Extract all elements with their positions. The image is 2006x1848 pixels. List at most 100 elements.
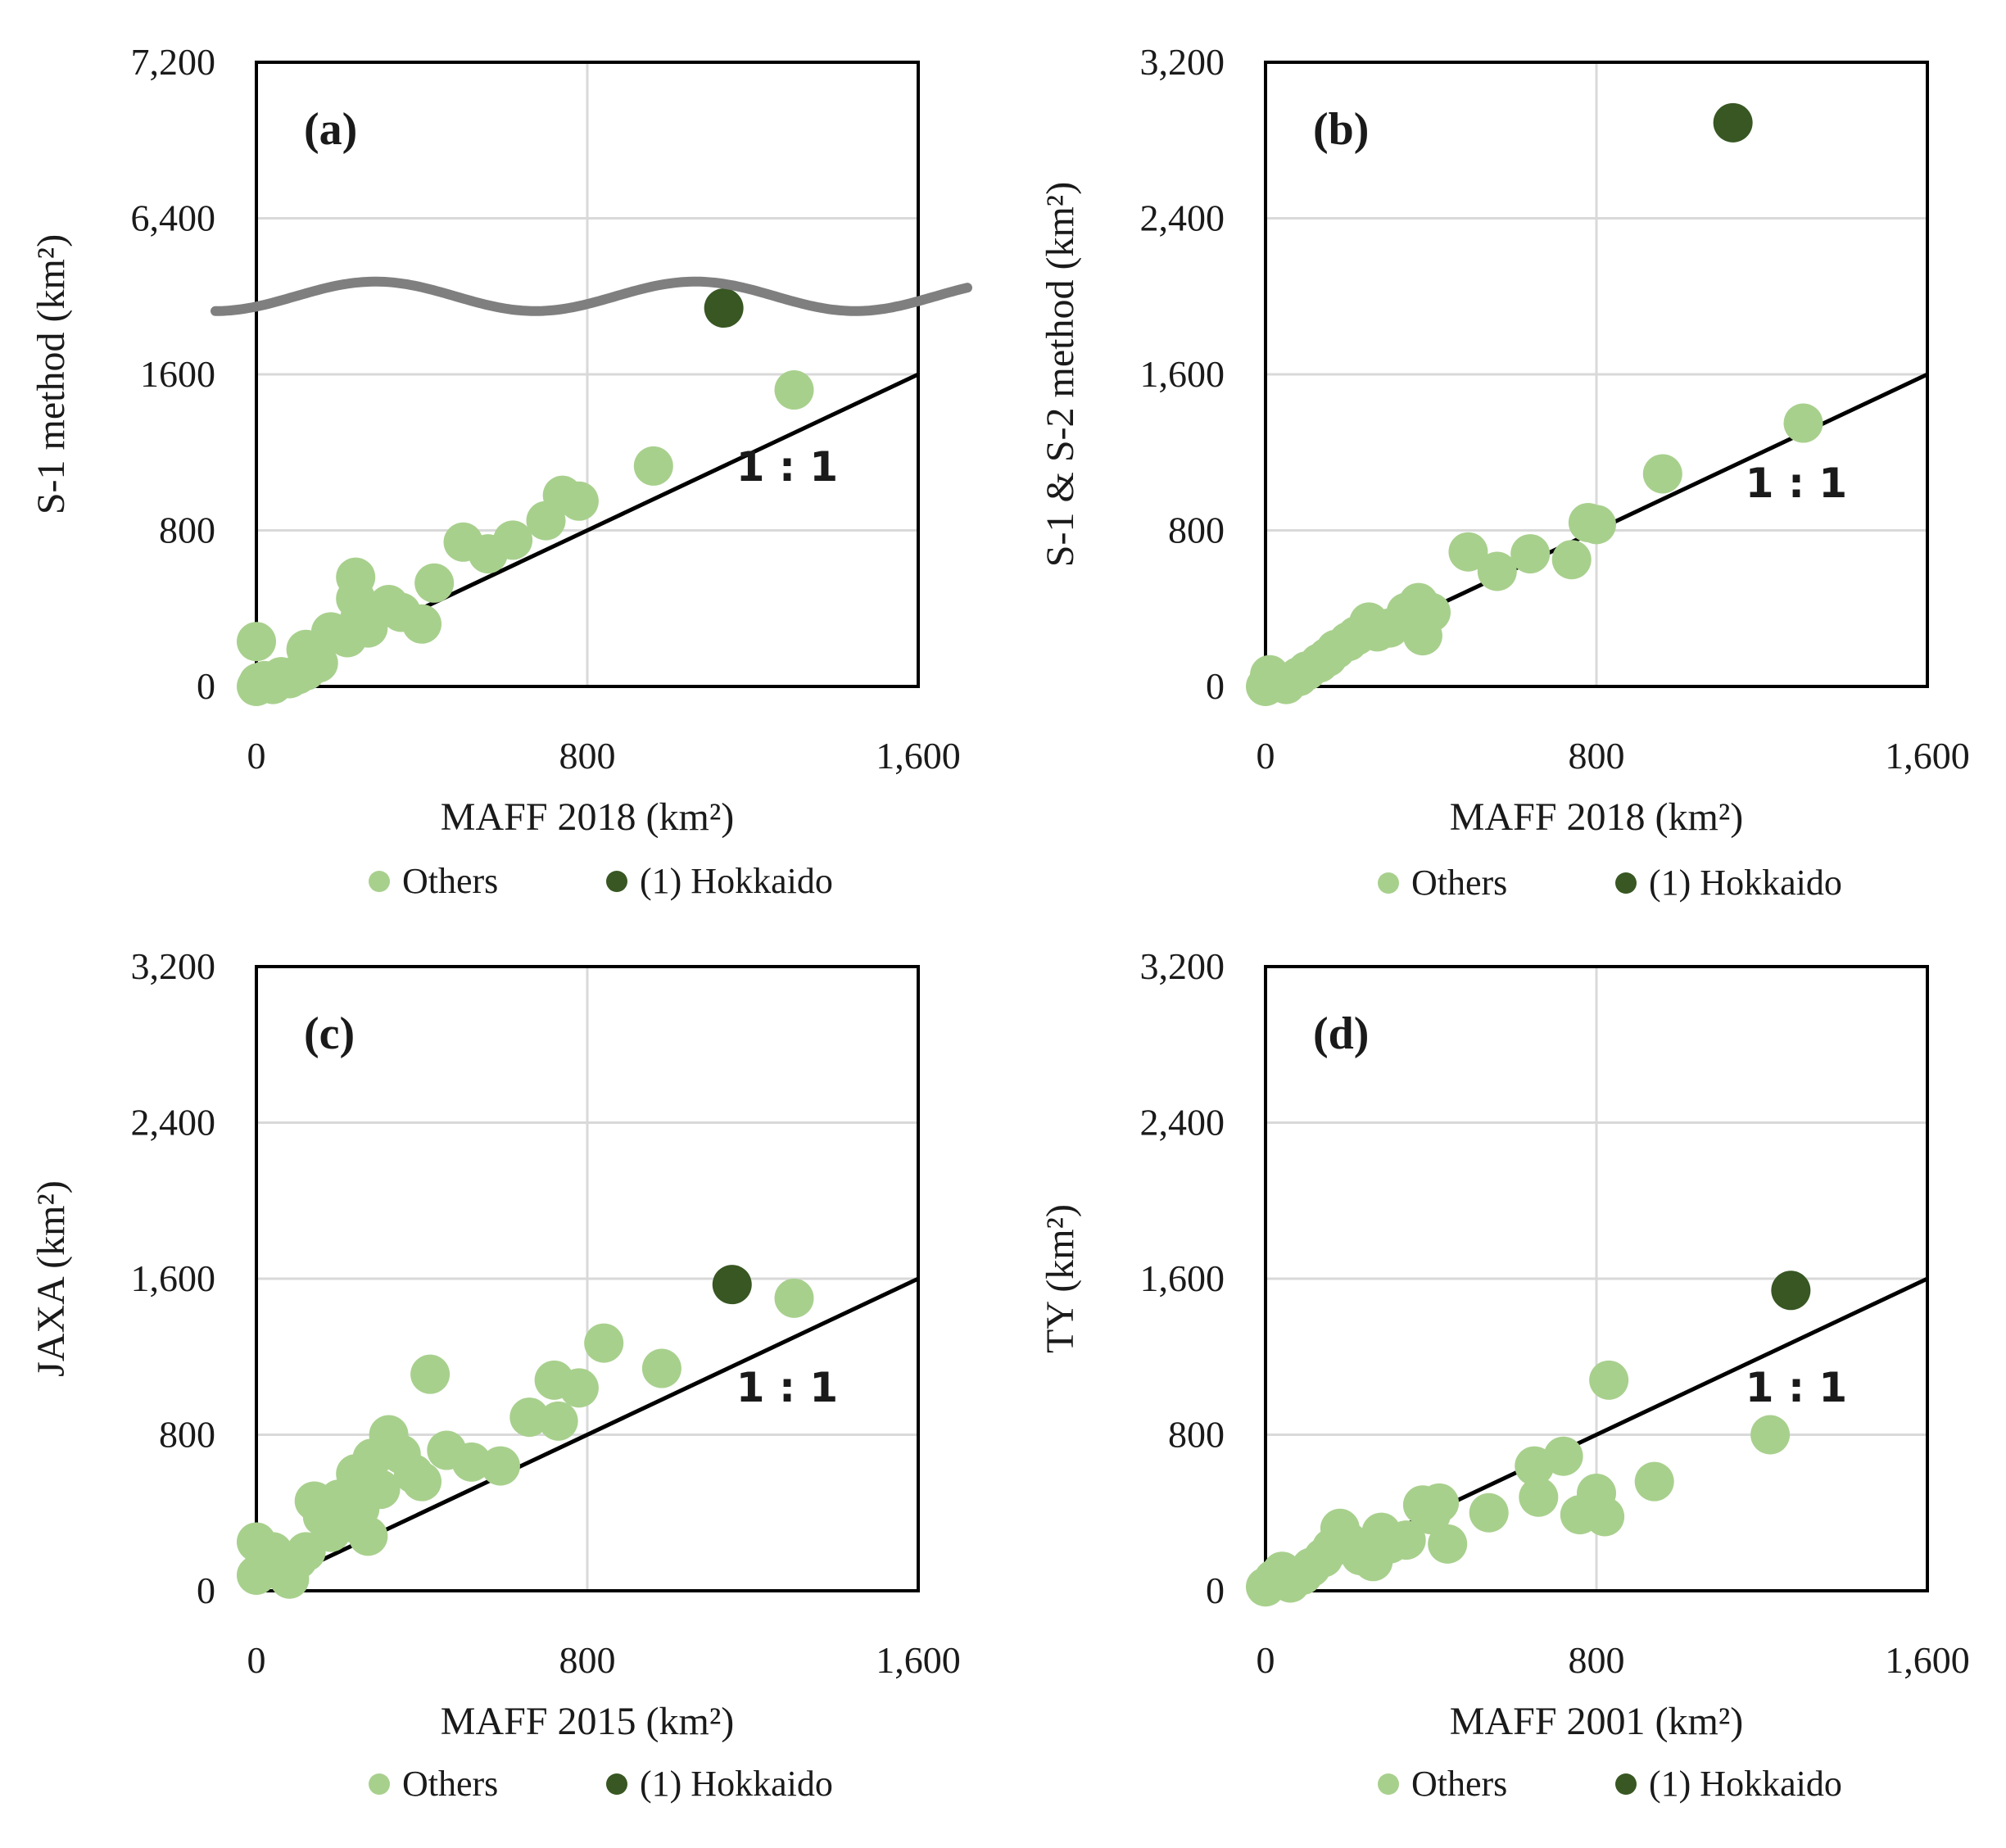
panel-d: 0 800 1,600 2,400 3,200 0 800 1,600 MAFF 2001 (k…: [1039, 945, 1970, 1804]
legend-hokkaido-marker: [1615, 1773, 1637, 1795]
others-point: [480, 1446, 520, 1486]
others-point: [1642, 454, 1682, 494]
y-tick-label: 7,200: [131, 41, 216, 83]
others-point: [584, 1323, 624, 1363]
others-point: [1510, 534, 1551, 574]
y-tick-label: 0: [197, 665, 215, 707]
others-point: [1750, 1415, 1791, 1455]
x-tick-label: 0: [1257, 735, 1275, 777]
others-point: [1519, 1477, 1559, 1517]
y-tick-label: 2,400: [1140, 1102, 1225, 1144]
others-point: [538, 1401, 578, 1441]
y-tick-label: 2,400: [1140, 197, 1225, 239]
panel-label: (c): [304, 1008, 355, 1059]
legend-hokkaido-label: (1) Hokkaido: [1649, 863, 1842, 903]
legend-others-label: Others: [1411, 1764, 1507, 1804]
y-tick-label: 3,200: [1140, 41, 1225, 83]
one-to-one-label: 1 : 1: [736, 443, 838, 491]
others-point: [1420, 1483, 1460, 1523]
x-tick-label: 0: [247, 735, 266, 777]
others-point: [1469, 1492, 1509, 1533]
others-point: [1386, 1520, 1426, 1560]
x-tick-label: 1,600: [1885, 735, 1970, 777]
legend-hokkaido-marker: [606, 1773, 627, 1795]
x-axis-title: MAFF 2001 (km²): [1450, 1700, 1743, 1743]
others-point: [1448, 532, 1488, 572]
others-point: [559, 481, 599, 521]
y-tick-label: 800: [159, 1414, 215, 1456]
x-tick-label: 800: [1569, 735, 1625, 777]
legend-hokkaido-label: (1) Hokkaido: [640, 861, 833, 901]
y-axis-title: JAXA (km²): [29, 1180, 73, 1377]
y-tick-label: 3,200: [1140, 945, 1225, 987]
x-tick-label: 1,600: [1885, 1639, 1970, 1681]
others-point: [559, 1368, 599, 1408]
panel-label: (b): [1313, 104, 1369, 155]
panel-b: 0 800 1,600 2,400 3,200 0 800 1,600 MAFF 2018 (k…: [1039, 41, 1970, 903]
y-tick-label: 1600: [140, 353, 215, 395]
y-tick-label: 6,400: [131, 197, 216, 239]
others-point: [1428, 1524, 1468, 1564]
others-point: [1543, 1436, 1583, 1476]
legend-others-label: Others: [1411, 863, 1507, 903]
y-tick-label: 800: [1168, 1414, 1225, 1456]
y-tick-label: 1,600: [131, 1257, 216, 1299]
others-point: [336, 557, 376, 597]
others-point: [1577, 505, 1616, 545]
others-point: [1585, 1497, 1625, 1537]
others-point: [360, 1470, 401, 1510]
others-point: [1783, 403, 1823, 443]
legend-others-marker: [369, 1773, 390, 1795]
others-point: [633, 446, 673, 486]
panel-label: (d): [1313, 1008, 1369, 1059]
others-point: [348, 1516, 388, 1556]
y-tick-label: 800: [1168, 510, 1225, 551]
others-point: [1477, 551, 1517, 591]
others-point: [641, 1348, 681, 1388]
y-axis-title: S-1 method (km²): [29, 234, 73, 514]
others-point: [402, 604, 442, 644]
legend-others-label: Others: [402, 1764, 498, 1804]
others-point: [402, 1461, 442, 1502]
legend-others-label: Others: [402, 861, 498, 901]
others-point: [493, 520, 533, 560]
legend-hokkaido-marker: [606, 871, 627, 892]
x-tick-label: 0: [247, 1639, 266, 1681]
one-to-one-label: 1 : 1: [736, 1364, 838, 1411]
x-axis-title: MAFF 2018 (km²): [441, 795, 734, 839]
hokkaido-point: [1713, 102, 1753, 143]
x-tick-label: 1,600: [876, 735, 961, 777]
y-tick-label: 1,600: [1140, 1257, 1225, 1299]
y-tick-label: 800: [159, 510, 215, 551]
x-tick-label: 1,600: [876, 1639, 961, 1681]
y-tick-label: 0: [1206, 665, 1225, 707]
y-tick-label: 2,400: [131, 1102, 216, 1144]
others-point: [414, 563, 455, 603]
y-tick-label: 0: [197, 1569, 215, 1611]
others-point: [1551, 540, 1592, 580]
y-axis-title: TY (km²): [1039, 1204, 1082, 1353]
others-point: [451, 1442, 491, 1482]
x-tick-label: 0: [1257, 1639, 1275, 1681]
y-tick-label: 3,200: [131, 945, 216, 987]
hokkaido-point: [704, 288, 744, 328]
x-tick-label: 800: [559, 1639, 616, 1681]
one-to-one-label: 1 : 1: [1746, 1364, 1847, 1411]
x-axis-title: MAFF 2015 (km²): [441, 1700, 734, 1743]
others-point: [1402, 616, 1442, 656]
others-point: [774, 370, 814, 410]
axis-break-wave: [211, 276, 972, 316]
others-point: [410, 1354, 451, 1394]
others-point: [1589, 1360, 1629, 1400]
others-point: [1634, 1461, 1674, 1502]
y-tick-label: 1,600: [1140, 353, 1225, 395]
panel-label: (a): [304, 104, 357, 155]
panel-c: 0 800 1,600 2,400 3,200 0 800 1,600 MAFF 2015 (k…: [29, 945, 961, 1804]
panel-a: 0 800 1600 6,400 7,200 0 800 1,600 MAFF 2018 (km…: [29, 41, 972, 901]
others-point: [509, 1397, 550, 1438]
others-point: [774, 1278, 814, 1318]
others-point: [237, 622, 276, 662]
y-axis-title: S-1 & S-2 method (km²): [1039, 182, 1082, 567]
legend-hokkaido-label: (1) Hokkaido: [1649, 1764, 1842, 1804]
